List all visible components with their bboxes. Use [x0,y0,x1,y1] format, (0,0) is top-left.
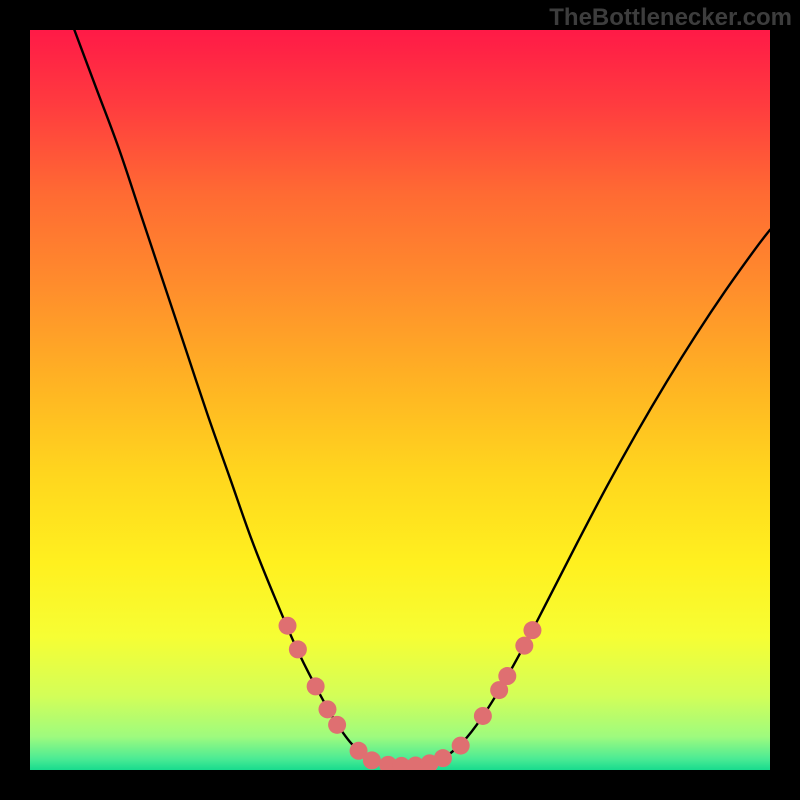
curve-marker [474,707,492,725]
watermark-text: TheBottlenecker.com [549,4,792,32]
curve-marker [363,751,381,769]
chart-svg [30,30,770,770]
curve-marker [434,749,452,767]
curve-marker [318,700,336,718]
curve-marker [289,640,307,658]
curve-marker [498,667,516,685]
curve-marker [452,737,470,755]
gradient-background [30,30,770,770]
plot-area [30,30,770,770]
curve-marker [328,716,346,734]
curve-marker [515,637,533,655]
curve-marker [307,677,325,695]
curve-marker [279,617,297,635]
chart-frame: TheBottlenecker.com [0,0,800,800]
curve-marker [523,621,541,639]
